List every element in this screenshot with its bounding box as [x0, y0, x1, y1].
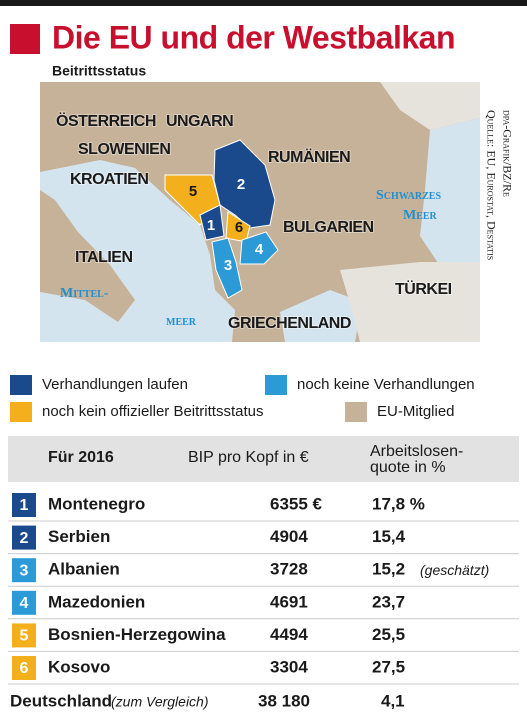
- unemployment: 25,5: [372, 625, 405, 644]
- rank-badge: [12, 558, 36, 583]
- rank-badge: [12, 525, 36, 550]
- unemployment: 4,1: [381, 691, 405, 710]
- map-marker: 1: [207, 217, 215, 234]
- rank-badge: [12, 493, 36, 517]
- sea-label: Mittel-: [60, 286, 109, 301]
- unemployment: 23,7: [372, 592, 405, 611]
- country-label: KROATIEN: [70, 171, 148, 188]
- rank: 6: [20, 660, 29, 677]
- country-label: TÜRKEI: [395, 279, 452, 298]
- country: Montenegro: [48, 494, 145, 513]
- macedonia: [239, 231, 279, 265]
- note: (zum Vergleich): [111, 694, 209, 710]
- source: dpa-Grafik/BZ/Re: [500, 110, 514, 197]
- rank: 1: [20, 497, 29, 514]
- column-header: Arbeitslosen-: [370, 443, 463, 460]
- country: Mazedonien: [48, 592, 145, 611]
- country-label: ÖSTERREICH: [56, 111, 156, 130]
- column-header: quote in %: [370, 459, 446, 476]
- column-header: BIP pro Kopf in €: [188, 449, 309, 466]
- gdp: 3728: [270, 560, 308, 579]
- map-marker: 4: [255, 241, 264, 258]
- legend-label: EU-Mitglied: [377, 403, 455, 420]
- map-marker: 2: [237, 176, 245, 193]
- country: Deutschland: [10, 691, 112, 710]
- subtitle: Beitrittsstatus: [52, 63, 146, 79]
- map: 5 2 1 6 3 4 ÖSTERREICH UNGARN SLOWENIEN …: [40, 82, 480, 342]
- country: Bosnien-Herzegowina: [48, 625, 226, 644]
- sea-label: Meer: [403, 208, 438, 223]
- gdp: 4494: [270, 625, 308, 644]
- legend-swatch: [10, 375, 32, 395]
- rank: 2: [20, 530, 29, 547]
- legend-label: noch kein offizieller Beitrittsstatus: [42, 403, 264, 420]
- rank: 4: [20, 595, 29, 612]
- unemployment: 27,5: [372, 657, 405, 676]
- rank: 3: [20, 562, 29, 579]
- note: (geschätzt): [420, 562, 489, 578]
- rank-badge: [12, 656, 36, 680]
- unemployment: 17,8 %: [372, 494, 425, 513]
- country-label: RUMÄNIEN: [268, 148, 350, 166]
- non-eu-land: [340, 262, 480, 342]
- gdp: 4691: [270, 592, 308, 611]
- albania: [211, 237, 243, 299]
- gdp: 3304: [270, 657, 308, 676]
- country: Kosovo: [48, 657, 110, 676]
- country-label: SLOWENIEN: [78, 141, 170, 158]
- legend-label: Verhandlungen laufen: [42, 376, 188, 393]
- sea: [280, 290, 362, 342]
- country-label: BULGARIEN: [283, 219, 374, 236]
- title-square: [10, 24, 40, 54]
- map-marker: 6: [235, 219, 243, 236]
- gdp: 4904: [270, 527, 308, 546]
- rank: 5: [20, 628, 29, 645]
- legend: Verhandlungen laufen noch keine Verhandlu…: [10, 375, 475, 422]
- country-label: ITALIEN: [75, 249, 133, 266]
- sea-label: Schwarzes: [376, 188, 441, 203]
- legend-swatch: [265, 375, 287, 395]
- legend-swatch: [10, 402, 32, 422]
- map-marker: 5: [189, 183, 197, 200]
- rank-badge: [12, 590, 36, 615]
- rank-badge: [12, 623, 36, 648]
- column-header: Für 2016: [48, 449, 114, 466]
- sea: [420, 118, 480, 266]
- title: Die EU und der Westbalkan: [52, 19, 455, 55]
- non-eu-land: [380, 82, 480, 130]
- gdp: 6355 €: [270, 494, 323, 513]
- sea: [40, 160, 235, 342]
- unemployment: 15,4: [372, 527, 406, 546]
- montenegro: [199, 204, 225, 241]
- map-marker: 3: [224, 257, 232, 274]
- sea-label: meer: [166, 314, 197, 329]
- legend-label: noch keine Verhandlungen: [297, 376, 475, 393]
- table-header-bg: [8, 436, 519, 482]
- source: Quelle: EU, Eurostat, Destatis: [484, 110, 498, 260]
- country-label: GRIECHENLAND: [228, 315, 351, 332]
- table-body: 1 Montenegro 6355 € 17,8 % 2 Serbien 4904 15,4 3…: [8, 493, 519, 710]
- gdp: 38 180: [258, 691, 310, 710]
- unemployment: 15,2: [372, 560, 405, 579]
- country-label: UNGARN: [166, 113, 233, 130]
- country: Serbien: [48, 527, 110, 546]
- legend-swatch: [345, 402, 367, 422]
- country: Albanien: [48, 560, 120, 579]
- top-bar: [0, 0, 527, 6]
